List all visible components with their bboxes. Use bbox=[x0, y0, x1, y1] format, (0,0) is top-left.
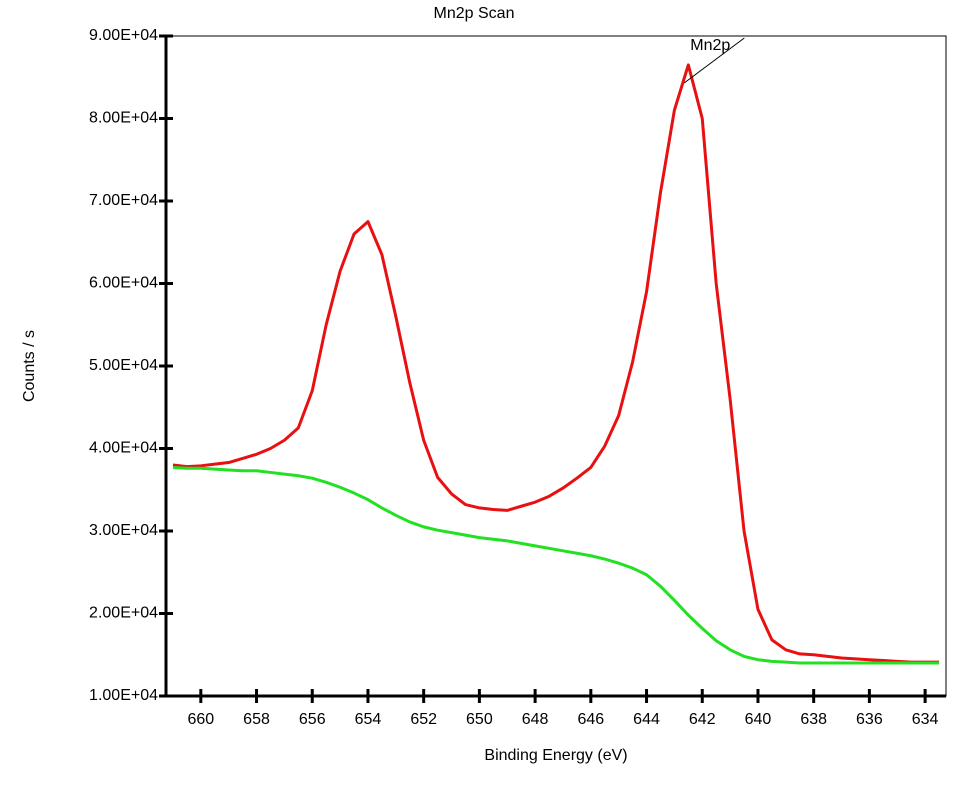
x-tick-label: 644 bbox=[633, 711, 660, 728]
y-tick-label: 5.00E+04 bbox=[89, 357, 158, 374]
series-line bbox=[172, 63, 940, 664]
annotation-leader bbox=[684, 37, 745, 84]
x-tick-label: 654 bbox=[355, 711, 382, 728]
x-tick-label: 642 bbox=[689, 711, 716, 728]
y-tick-label: 1.00E+04 bbox=[89, 687, 158, 704]
y-tick-label: 6.00E+04 bbox=[89, 275, 158, 292]
x-tick-label: 640 bbox=[745, 711, 772, 728]
series-line bbox=[172, 465, 940, 665]
x-tick-label: 648 bbox=[522, 711, 549, 728]
x-tick-label: 646 bbox=[577, 711, 604, 728]
x-tick-label: 636 bbox=[856, 711, 883, 728]
y-tick-label: 7.00E+04 bbox=[89, 192, 158, 209]
x-axis-label: Binding Energy (eV) bbox=[484, 747, 627, 764]
y-axis-label: Counts / s bbox=[21, 330, 38, 402]
x-tick-label: 658 bbox=[243, 711, 270, 728]
y-tick-label: 9.00E+04 bbox=[89, 27, 158, 44]
y-tick-label: 2.00E+04 bbox=[89, 605, 158, 622]
y-tick-label: 3.00E+04 bbox=[89, 522, 158, 539]
chart-title: Mn2p Scan bbox=[434, 5, 515, 22]
x-tick-label: 638 bbox=[800, 711, 827, 728]
x-tick-label: 652 bbox=[410, 711, 437, 728]
x-tick-label: 650 bbox=[466, 711, 493, 728]
plot-frame bbox=[165, 35, 947, 697]
x-tick-label: 634 bbox=[912, 711, 939, 728]
y-tick-label: 8.00E+04 bbox=[89, 110, 158, 127]
x-tick-label: 656 bbox=[299, 711, 326, 728]
y-tick-label: 4.00E+04 bbox=[89, 440, 158, 457]
x-tick-label: 660 bbox=[187, 711, 214, 728]
annotation: Mn2p bbox=[690, 37, 730, 54]
